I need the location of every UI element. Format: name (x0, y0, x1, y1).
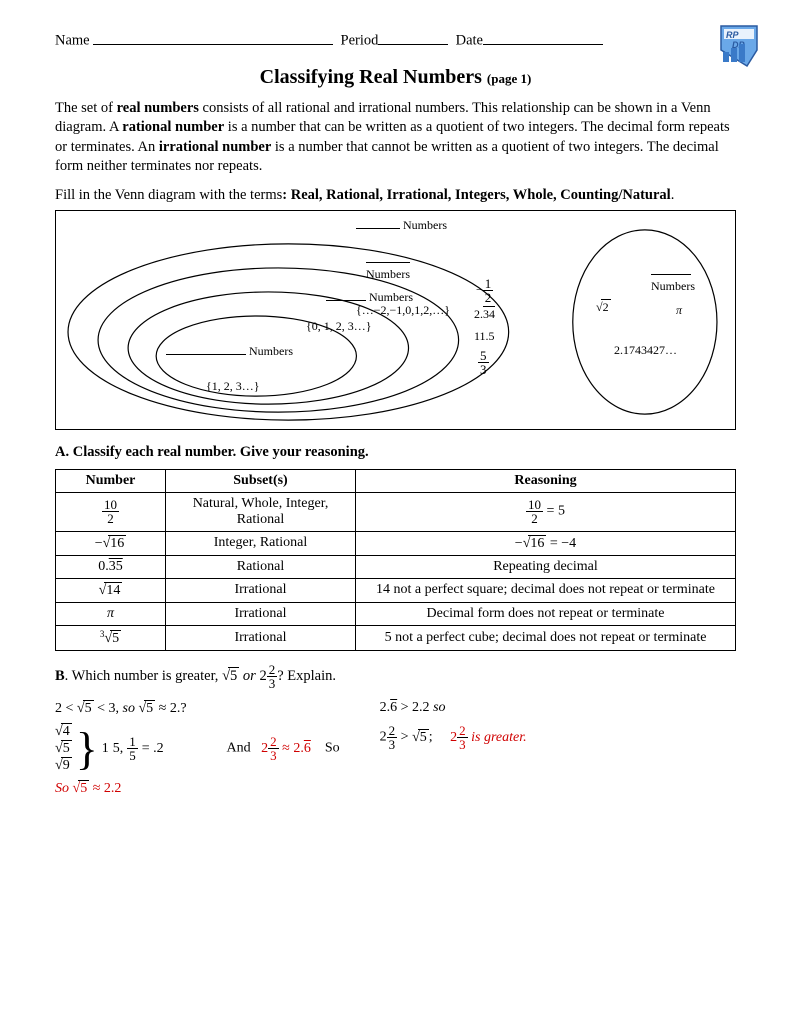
section-b: B. Which number is greater, √5 or 223? E… (55, 663, 736, 690)
col-number: Number (56, 469, 166, 492)
section-a-head: A. Classify each real number. Give your … (55, 444, 736, 461)
rpdp-logo: RP DP (715, 22, 763, 70)
date-blank[interactable] (483, 30, 603, 45)
page-title: Classifying Real Numbers (page 1) (55, 66, 736, 89)
venn-diagram: Numbers Numbers Numbers Numbers Numbers … (55, 210, 736, 430)
period-label: Period (341, 33, 379, 49)
table-header-row: Number Subset(s) Reasoning (56, 469, 736, 492)
name-blank[interactable] (93, 30, 333, 45)
classification-table: Number Subset(s) Reasoning 102 Natural, … (55, 469, 736, 652)
date-label: Date (456, 33, 483, 49)
table-row: π Irrational Decimal form does not repea… (56, 602, 736, 625)
table-row: −√16 Integer, Rational −√16 = −4 (56, 531, 736, 555)
work-left: 2 < √5 < 3, so √5 ≈ 2.? √4 √5 √9 } 1 5, … (55, 700, 187, 797)
table-row: 102 Natural, Whole, Integer, Rational 10… (56, 492, 736, 531)
table-row: √14 Irrational 14 not a perfect square; … (56, 578, 736, 602)
work-area: 2 < √5 < 3, so √5 ≈ 2.? √4 √5 √9 } 1 5, … (55, 700, 736, 797)
col-reasoning: Reasoning (356, 469, 736, 492)
title-main: Classifying Real Numbers (260, 66, 482, 88)
table-row: 0.35 Rational Repeating decimal (56, 555, 736, 578)
work-mid: And 223 ≈ 2.6 So (227, 735, 340, 762)
svg-text:RP: RP (726, 30, 739, 40)
title-sub: (page 1) (487, 71, 531, 86)
work-right: 2.6 > 2.2 so 223 > √5; 223 is greater. (380, 700, 527, 797)
venn-svg (56, 211, 735, 429)
col-subset: Subset(s) (166, 469, 356, 492)
intro-paragraph: The set of real numbers consists of all … (55, 99, 736, 177)
header-fields: Name Period Date (55, 30, 736, 50)
worksheet-page: RP DP Name Period Date Classifying Real … (0, 0, 791, 1024)
name-label: Name (55, 33, 90, 49)
table-row: 3√5 Irrational 5 not a perfect cube; dec… (56, 625, 736, 651)
period-blank[interactable] (378, 30, 448, 45)
fill-instruction: Fill in the Venn diagram with the terms:… (55, 187, 736, 204)
